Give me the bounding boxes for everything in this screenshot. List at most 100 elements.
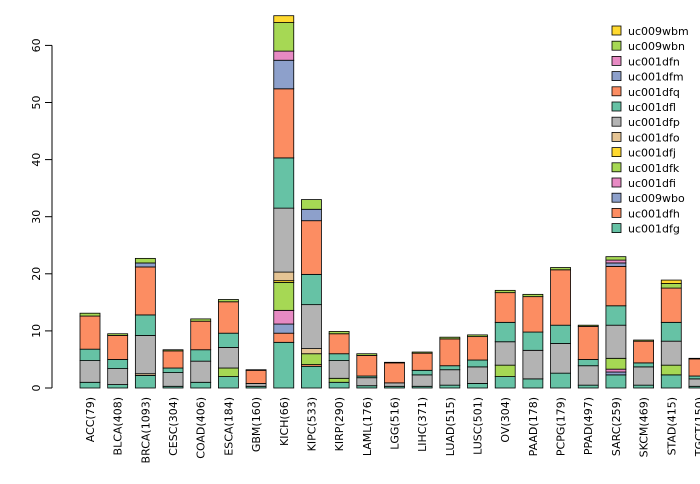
y-tick-label: 20 xyxy=(30,267,43,281)
bar-segment xyxy=(107,335,129,360)
bar-segment xyxy=(605,324,627,359)
bar-segment xyxy=(522,331,544,351)
x-tick-label: LUAD(515) xyxy=(444,397,457,456)
bar-stack xyxy=(384,361,405,389)
bar-segment xyxy=(301,199,322,210)
legend-swatch xyxy=(611,40,622,51)
legend-swatch xyxy=(611,86,622,97)
bar-segment xyxy=(384,382,405,387)
bar-segment xyxy=(273,50,295,61)
legend-label: uc001dfm xyxy=(628,71,684,84)
bar-segment xyxy=(134,375,156,389)
bar-segment xyxy=(79,360,101,383)
legend-swatch xyxy=(611,131,622,142)
bar-segment xyxy=(356,377,378,387)
bar-segment xyxy=(328,381,350,389)
bar-stack xyxy=(107,333,129,389)
x-tick-label: KIRP(290) xyxy=(333,397,346,451)
bar-segment xyxy=(494,376,516,389)
bar-segment xyxy=(273,15,295,23)
bar-segment xyxy=(633,366,654,386)
bar-stack xyxy=(356,353,378,389)
bar-stack xyxy=(605,256,627,389)
bar-segment xyxy=(633,339,654,342)
bar-segment xyxy=(384,362,405,384)
bar-segment xyxy=(301,273,322,306)
bar-stack xyxy=(633,339,654,389)
bar-segment xyxy=(301,304,322,350)
bar-segment xyxy=(134,262,156,268)
bar-segment xyxy=(107,384,129,389)
x-tick-label: KICH(66) xyxy=(278,397,291,446)
legend-label: uc001dfp xyxy=(628,116,680,129)
bar-stack xyxy=(467,334,488,389)
bar-segment xyxy=(190,381,212,389)
x-tick-label: PPAD(497) xyxy=(582,397,595,455)
bar-stack xyxy=(550,267,571,389)
bar-segment xyxy=(273,88,295,159)
bar-stack xyxy=(688,357,700,389)
bar-segment xyxy=(411,374,433,387)
bar-segment xyxy=(439,369,461,386)
bar-segment xyxy=(660,287,682,323)
bar-segment xyxy=(301,365,322,389)
bar-segment xyxy=(245,369,267,384)
bar-segment xyxy=(301,348,322,355)
y-tick-label: 60 xyxy=(30,38,43,52)
x-tick-label: ACC(79) xyxy=(84,397,97,442)
bar-segment xyxy=(577,384,599,389)
bar-segment xyxy=(217,301,239,334)
bar-segment xyxy=(273,59,295,90)
bar-segment xyxy=(217,347,239,369)
bar-segment xyxy=(494,289,516,294)
x-tick-label: BRCA(1093) xyxy=(139,397,152,463)
legend-swatch xyxy=(611,71,622,81)
bar-segment xyxy=(550,269,571,326)
bar-segment xyxy=(494,321,516,343)
bar-segment xyxy=(660,283,682,289)
bar-segment xyxy=(162,349,184,352)
bar-segment xyxy=(660,364,682,376)
bar-segment xyxy=(162,367,184,373)
bar-segment xyxy=(439,365,461,371)
bar-segment xyxy=(439,336,461,340)
bar-segment xyxy=(107,359,129,369)
bar-segment xyxy=(467,383,488,389)
bar-segment xyxy=(134,266,156,316)
bar-segment xyxy=(273,22,295,52)
legend-swatch xyxy=(611,25,622,36)
legend-swatch xyxy=(611,147,622,158)
bar-segment xyxy=(605,368,627,373)
legend-label: uc001dfk xyxy=(628,162,680,175)
bar-segment xyxy=(550,372,571,389)
bar-segment xyxy=(411,352,433,371)
bar-segment xyxy=(522,378,544,389)
bar-segment xyxy=(217,299,239,303)
bar-segment xyxy=(328,353,350,361)
bar-segment xyxy=(301,220,322,275)
x-tick-label: SKCM(469) xyxy=(638,397,651,457)
bar-segment xyxy=(467,334,488,338)
bar-segment xyxy=(605,262,627,267)
legend-swatch xyxy=(611,56,622,66)
bar-segment xyxy=(79,348,101,361)
bar-segment xyxy=(660,321,682,342)
bar-segment xyxy=(107,333,129,336)
bar-segment xyxy=(605,305,627,326)
bar-segment xyxy=(356,355,378,377)
bar-stack xyxy=(245,369,267,389)
y-tick-label: 10 xyxy=(30,324,43,338)
bar-segment xyxy=(577,325,599,360)
bar-segment xyxy=(411,351,433,354)
bar-segment xyxy=(134,314,156,336)
bar-segment xyxy=(688,358,700,377)
bar-segment xyxy=(688,357,700,360)
x-tick-label: SARC(259) xyxy=(610,397,623,456)
bar-segment xyxy=(550,343,571,374)
bar-segment xyxy=(467,366,488,384)
y-tick-label: 50 xyxy=(30,96,43,110)
y-tick-label: 30 xyxy=(30,210,43,224)
legend-swatch xyxy=(611,101,622,112)
legend: uc009wbm uc009wbn uc001dfn uc001dfm uc001dfq… xyxy=(611,25,689,236)
x-tick-label: LUSC(501) xyxy=(472,397,485,455)
